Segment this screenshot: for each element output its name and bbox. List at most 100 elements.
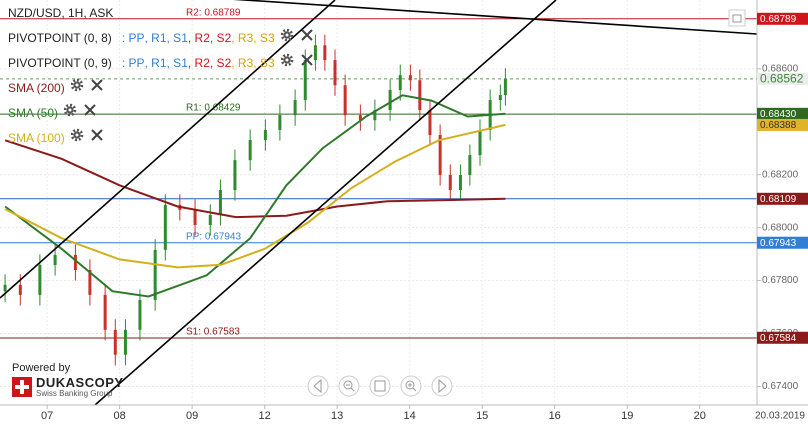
indicator-level: : PP <box>121 31 145 45</box>
price-tag <box>757 236 808 249</box>
nav-forward[interactable] <box>431 375 453 397</box>
y-tick-label: 0.68000 <box>762 222 799 233</box>
channel-line <box>94 0 557 405</box>
nav-button[interactable] <box>369 375 391 397</box>
candle-body <box>323 45 327 61</box>
settings-icon[interactable] <box>63 103 77 117</box>
indicator-icons <box>63 103 96 117</box>
pivot-label: S1: 0.67583 <box>186 327 240 338</box>
remove-icon[interactable] <box>90 129 103 141</box>
candle-body <box>208 214 212 225</box>
nav-zoom-in[interactable] <box>400 375 422 397</box>
navigation <box>307 375 453 397</box>
indicator-level: , R2 <box>187 56 210 70</box>
x-tick-label: 15 <box>476 410 488 422</box>
remove-icon[interactable] <box>300 54 313 66</box>
remove-icon[interactable] <box>300 29 313 41</box>
logo: DUKASCOPY Swiss Banking Group <box>12 376 124 398</box>
maximize-button[interactable] <box>728 9 746 27</box>
button-frame[interactable] <box>728 9 746 27</box>
indicator-controls <box>70 76 105 101</box>
candle-body <box>358 115 362 121</box>
brand-name: DUKASCOPY <box>36 375 124 390</box>
settings-icon[interactable] <box>75 133 79 137</box>
candle-body <box>193 209 197 225</box>
settings-icon[interactable] <box>280 28 293 42</box>
settings-icon[interactable] <box>70 78 84 92</box>
x-tick-label: 12 <box>259 410 271 422</box>
remove-icon[interactable] <box>84 104 96 116</box>
price-tag-label: 0.68789 <box>760 14 797 25</box>
price-tag-label: 0.68109 <box>760 194 797 205</box>
indicator-level: , R3 <box>231 56 254 70</box>
indicator-controls <box>70 126 105 151</box>
price-tag-label: 0.68430 <box>760 109 797 120</box>
indicator-controls <box>280 51 315 76</box>
brand: Powered by DUKASCOPY Swiss Banking Group <box>12 362 124 398</box>
indicator-level: , S2 <box>209 56 232 70</box>
indicator-icons <box>70 128 103 142</box>
legend-label: SMA (50) <box>8 106 59 120</box>
candle-body <box>388 90 392 111</box>
x-tick-label: 19 <box>621 410 633 422</box>
pivot-label: R2: 0.68789 <box>186 7 241 18</box>
nav-button[interactable] <box>307 375 329 397</box>
candle-body <box>103 294 107 330</box>
legend-row: PIVOTPOINT (0, 8): PP, R1, S1, R2, S2, R… <box>8 26 315 51</box>
nav-button[interactable] <box>431 375 453 397</box>
settings-icon[interactable] <box>70 128 84 142</box>
nav-zoom-out[interactable] <box>338 375 360 397</box>
settings-icon[interactable] <box>75 83 79 87</box>
remove-icon[interactable] <box>90 79 103 91</box>
nav-icon[interactable] <box>343 380 353 390</box>
price-tag-label: 0.68388 <box>760 120 797 131</box>
sma-line <box>4 123 506 269</box>
nav-button[interactable] <box>338 375 360 397</box>
nav-fit[interactable] <box>369 375 391 397</box>
nav-back[interactable] <box>307 375 329 397</box>
x-tick-label: 07 <box>41 410 53 422</box>
nav-icon[interactable] <box>405 380 415 390</box>
x-tick-label: 08 <box>114 410 126 422</box>
candle-body <box>153 249 157 300</box>
candle-body <box>428 110 432 135</box>
button-icon[interactable] <box>732 14 742 23</box>
candle-body <box>468 155 472 175</box>
candle-body <box>218 190 222 215</box>
candle-body <box>73 254 77 270</box>
candle-body <box>248 140 252 161</box>
candle-body <box>333 60 337 86</box>
nav-button[interactable] <box>400 375 422 397</box>
price-tag-label: 0.68562 <box>760 72 804 86</box>
legend-row: SMA (200) <box>8 76 315 101</box>
settings-icon[interactable] <box>68 108 72 112</box>
price-tag <box>757 331 808 344</box>
x-tick-label: 20 <box>694 410 706 422</box>
candle-body <box>123 329 127 355</box>
nav-icon[interactable] <box>350 387 355 392</box>
nav-icon[interactable] <box>374 380 386 392</box>
settings-icon[interactable] <box>280 53 293 67</box>
nav-icon[interactable] <box>412 387 417 392</box>
legend-label: SMA (200) <box>8 81 65 95</box>
price-tag-label: 0.67943 <box>760 238 797 249</box>
indicator-icons <box>280 53 313 67</box>
settings-icon[interactable] <box>285 58 289 62</box>
nav-icon[interactable] <box>313 378 322 394</box>
candle-body <box>18 284 22 295</box>
brand-tagline: Swiss Banking Group <box>36 389 113 398</box>
x-tick-label: 09 <box>186 410 198 422</box>
nav-icon[interactable] <box>438 378 447 394</box>
legend-row: NZD/USD, 1H, ASK <box>8 1 315 26</box>
x-tick-label: 13 <box>331 410 343 422</box>
legend-label: SMA (100) <box>8 131 65 145</box>
candle-body <box>278 115 282 130</box>
settings-icon[interactable] <box>285 33 289 37</box>
candle-body <box>438 135 442 175</box>
candle-body <box>113 329 117 355</box>
price-tag <box>757 12 808 25</box>
